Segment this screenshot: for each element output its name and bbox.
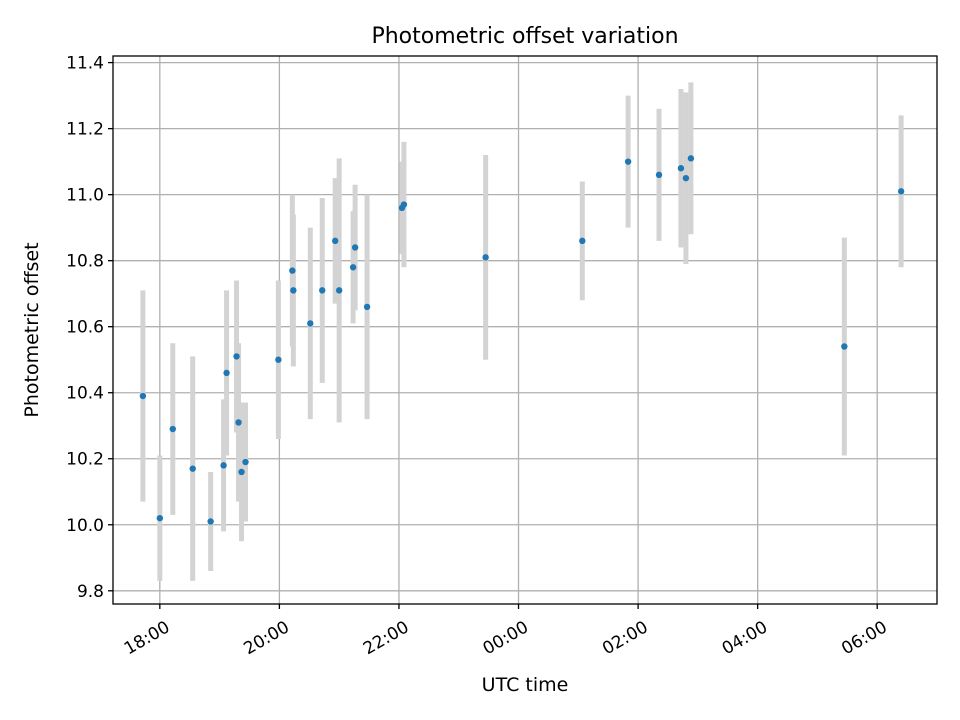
y-tick-label: 10.0 (66, 516, 104, 536)
data-point (400, 201, 408, 208)
x-tick-label: 18:00 (121, 617, 173, 659)
x-tick-label: 20:00 (240, 617, 292, 659)
data-point (349, 264, 357, 271)
x-tick-label: 00:00 (480, 617, 532, 659)
y-tick-label: 11.2 (66, 120, 104, 140)
y-axis-label: Photometric offset (21, 242, 43, 417)
chart-title: Photometric offset variation (371, 24, 678, 49)
data-point (275, 356, 282, 363)
data-point (579, 237, 586, 245)
y-tick-label: 10.6 (66, 318, 104, 338)
data-point (682, 174, 690, 182)
y-tick-label: 11.0 (66, 186, 104, 206)
points (139, 155, 905, 525)
data-point (335, 287, 343, 294)
y-tick-label: 10.4 (66, 384, 104, 404)
data-point (307, 320, 314, 327)
data-point (624, 158, 632, 165)
data-point (139, 392, 147, 400)
data-point (189, 465, 196, 472)
data-point (677, 165, 685, 172)
data-point (897, 188, 905, 195)
data-point (482, 254, 489, 261)
x-tick-label: 02:00 (599, 617, 651, 659)
data-point (169, 425, 176, 433)
data-point (319, 287, 326, 294)
data-point (841, 343, 848, 350)
y-tick-label: 10.2 (66, 450, 104, 470)
y-ticks: 9.8 10.0 10.2 10.4 10.6 10.8 11.0 11.2 11.4 (66, 54, 113, 602)
y-tick-label: 11.4 (66, 54, 104, 74)
data-point (223, 369, 230, 377)
x-axis-label: UTC time (482, 674, 569, 696)
data-point (207, 518, 214, 525)
plot-frame (112, 55, 938, 605)
data-point (238, 468, 245, 476)
data-point (331, 237, 339, 245)
data-point (363, 303, 371, 311)
x-tick-label: 06:00 (838, 617, 890, 659)
data-point (289, 267, 296, 274)
grid (113, 56, 937, 604)
data-point (156, 514, 164, 522)
x-ticks: 18:00 20:00 22:00 00:00 02:00 04:00 06:00 (121, 604, 891, 659)
data-point (351, 244, 359, 251)
x-tick-label: 04:00 (719, 617, 771, 659)
data-point (687, 155, 695, 162)
y-tick-label: 9.8 (77, 582, 104, 602)
data-point (235, 419, 242, 426)
data-point (242, 458, 249, 466)
data-point (655, 171, 663, 179)
data-point (290, 287, 297, 294)
x-tick-label: 22:00 (360, 617, 412, 659)
data-point (220, 462, 227, 469)
data-point (233, 353, 240, 360)
errorbars (140, 82, 904, 581)
y-tick-label: 10.8 (66, 252, 104, 272)
